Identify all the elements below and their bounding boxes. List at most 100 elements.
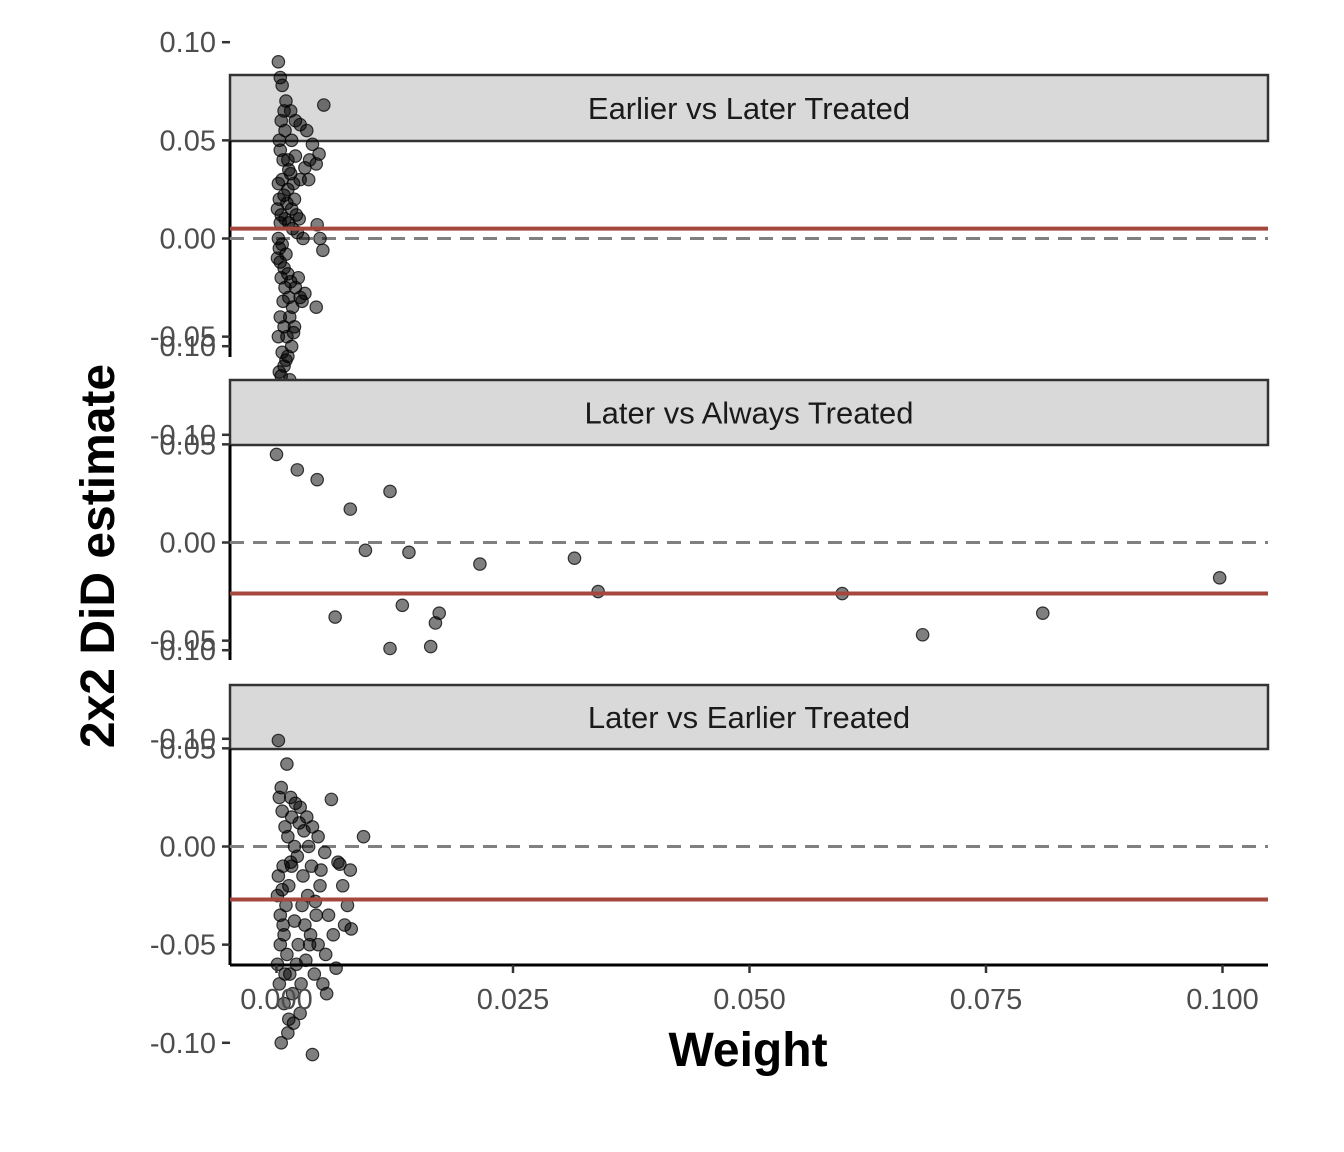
data-point xyxy=(311,937,325,952)
y-tick-label: 0.05 xyxy=(160,733,216,765)
y-tick-label: 0.10 xyxy=(160,331,216,363)
data-point xyxy=(326,928,341,942)
data-point xyxy=(296,869,310,883)
data-point xyxy=(272,790,287,805)
data-point xyxy=(343,863,358,877)
data-point xyxy=(275,882,289,897)
data-point xyxy=(299,953,313,968)
data-point xyxy=(283,166,298,181)
data-point xyxy=(310,472,324,487)
data-point xyxy=(279,247,293,262)
data-point xyxy=(278,967,292,981)
data-point xyxy=(304,859,319,873)
y-tick-label: -0.05 xyxy=(150,930,216,962)
data-point xyxy=(281,1026,295,1040)
data-point xyxy=(337,918,352,932)
data-point xyxy=(305,1047,320,1062)
data-point xyxy=(292,212,307,226)
data-point xyxy=(277,104,291,118)
data-point xyxy=(358,543,373,558)
data-point xyxy=(287,914,302,928)
facet-strip-label: Earlier vs Later Treated xyxy=(588,91,910,126)
data-point xyxy=(311,829,325,844)
data-point xyxy=(309,300,324,315)
y-tick-label: 0.10 xyxy=(160,27,216,59)
data-point xyxy=(275,78,289,93)
x-tick-label: 0.050 xyxy=(713,984,786,1016)
data-point xyxy=(288,149,303,163)
x-tick-label: 0.075 xyxy=(950,984,1023,1016)
y-axis-title: 2x2 DiD estimate xyxy=(72,364,125,748)
y-tick-label: -0.05 xyxy=(150,626,216,658)
y-tick-label: 0.05 xyxy=(160,125,216,157)
facet-strip-label: Later vs Earlier Treated xyxy=(588,700,910,735)
data-point xyxy=(290,463,305,477)
data-point xyxy=(1212,571,1227,585)
y-tick-label: 0.00 xyxy=(160,224,216,256)
data-point xyxy=(303,928,318,942)
data-point xyxy=(331,855,345,870)
data-point xyxy=(299,123,314,138)
data-point xyxy=(271,231,286,246)
data-point xyxy=(272,365,287,379)
data-point xyxy=(301,839,316,854)
y-tick-label: -0.10 xyxy=(150,1028,216,1060)
data-point xyxy=(297,823,311,838)
x-tick-label: 0.100 xyxy=(1186,984,1259,1016)
data-point xyxy=(316,243,330,258)
data-point xyxy=(273,908,288,923)
data-point xyxy=(324,792,339,807)
data-point xyxy=(335,878,350,893)
panels-layer: Earlier vs Later Treated 0.10 0.05 0.00 -0.0… xyxy=(150,27,1270,1062)
facet-strip xyxy=(228,683,1270,751)
data-point xyxy=(383,641,397,656)
y-tick-label: 0.00 xyxy=(160,528,216,560)
data-point xyxy=(274,1036,289,1050)
data-point xyxy=(284,810,299,824)
data-point xyxy=(276,859,290,873)
data-point xyxy=(402,545,416,560)
facet-panel: Later vs Always Treated 0.10 0.05 0.00 -0.05… xyxy=(150,331,1270,756)
y-tick-label: -0.10 xyxy=(150,420,216,452)
data-point xyxy=(281,1012,296,1027)
data-point xyxy=(281,829,295,844)
data-point xyxy=(301,172,316,187)
data-point xyxy=(276,294,290,309)
facet-strip xyxy=(228,378,1270,447)
data-point xyxy=(285,986,300,1001)
data-point xyxy=(567,551,582,566)
data-point xyxy=(277,996,291,1011)
data-point xyxy=(294,977,308,991)
data-point xyxy=(321,908,336,923)
data-point xyxy=(271,329,286,344)
data-point xyxy=(284,202,299,216)
x-axis-title: Weight xyxy=(668,1024,827,1077)
data-point xyxy=(309,908,324,923)
data-point xyxy=(915,627,930,642)
data-point xyxy=(316,98,331,112)
data-point xyxy=(423,639,438,654)
data-point xyxy=(280,757,294,771)
data-point xyxy=(473,557,487,571)
x-axis: 0.000 0.025 0.050 0.075 0.100 xyxy=(230,963,1268,1016)
data-point xyxy=(343,502,358,516)
y-tick-label: -0.05 xyxy=(150,322,216,354)
data-point xyxy=(271,55,286,69)
data-point xyxy=(395,598,410,613)
data-point xyxy=(272,133,287,148)
data-point xyxy=(305,137,320,152)
data-point xyxy=(279,353,293,368)
y-tick-label: -0.10 xyxy=(150,724,216,756)
data-point xyxy=(328,610,342,624)
data-point xyxy=(296,231,310,246)
data-point xyxy=(307,967,322,981)
y-tick-label: 0.10 xyxy=(160,635,216,667)
data-point xyxy=(271,733,286,748)
data-point xyxy=(277,928,291,942)
data-point xyxy=(291,270,306,285)
x-tick-label: 0.025 xyxy=(477,984,550,1016)
data-point xyxy=(1035,606,1050,620)
data-point xyxy=(318,947,333,962)
data-point xyxy=(317,845,332,860)
